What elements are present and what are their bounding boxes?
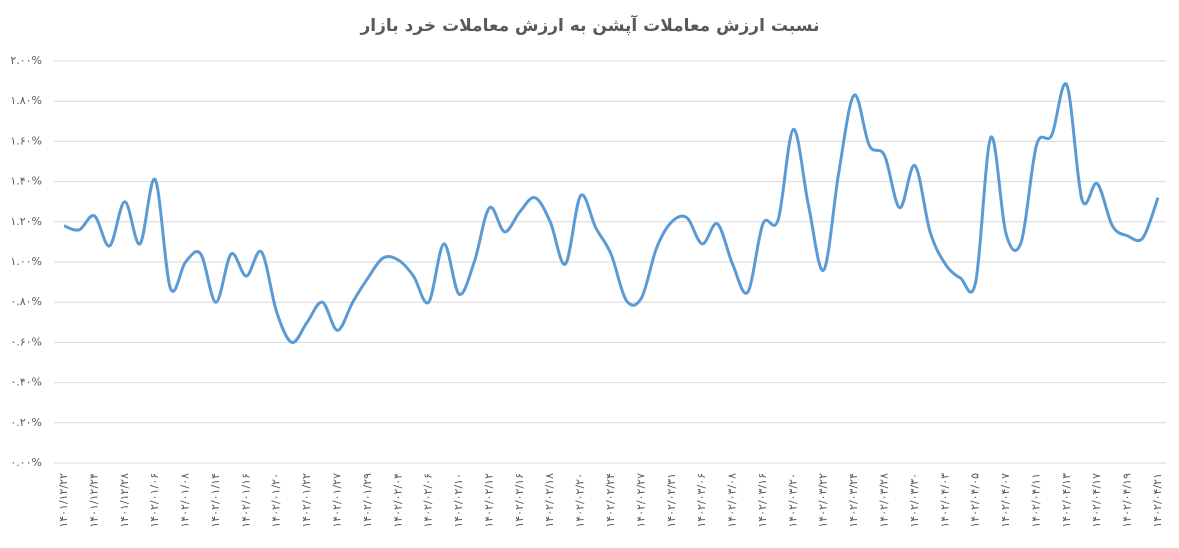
x-tick-label: ۱۴۰۲/۰۳/۰۶ [695,473,708,528]
x-tick-label: ۱۴۰۲/۰۲/۱۰ [452,473,465,528]
x-tick-label: ۱۴۰۲/۰۴/۲۱ [1151,473,1164,528]
x-tick-label: ۱۴۰۲/۰۲/۱۶ [513,473,526,528]
x-tick-label: ۱۴۰۲/۰۱/۲۲ [300,473,313,528]
data-line [63,82,1160,344]
x-tick-label: ۱۴۰۲/۰۱/۰۸ [179,473,192,528]
x-tick-label: ۱۴۰۲/۰۱/۲۹ [361,473,374,528]
x-tick-label: ۱۴۰۲/۰۳/۲۰ [786,473,799,528]
x-tick-label: ۱۴۰۱/۱۲/۲۸ [118,473,131,528]
y-tick-label: ۰.۲۰% [10,416,42,429]
x-tick-label: ۱۴۰۲/۰۱/۱۶ [239,473,252,528]
x-tick-label: ۱۴۰۲/۰۲/۱۸ [543,473,556,528]
x-tick-label: ۱۴۰۲/۰۴/۱۹ [1121,473,1134,528]
x-tick-label: ۱۴۰۲/۰۲/۲۰ [574,473,587,528]
y-tick-label: ۱.۶۰% [10,134,42,147]
x-tick-label: ۱۴۰۲/۰۲/۰۶ [422,473,435,528]
x-tick-label: ۱۴۰۲/۰۳/۳۰ [908,473,921,528]
y-tick-label: ۲.۰۰% [10,54,42,67]
x-tick-label: ۱۴۰۲/۰۱/۲۰ [270,473,283,528]
x-tick-label: ۱۴۰۲/۰۴/۱۳ [1060,473,1073,528]
x-tick-label: ۱۴۰۲/۰۱/۲۷ [331,473,344,528]
chart-title: نسبت ارزش معاملات آپشن به ارزش معاملات خ… [360,14,820,36]
y-tick-label: ۰.۴۰% [10,376,42,389]
x-tick-label: ۱۴۰۲/۰۴/۱۱ [1029,473,1042,528]
y-tick-label: ۱.۰۰% [10,255,42,268]
y-tick-label: ۱.۲۰% [10,215,42,228]
x-tick-label: ۱۴۰۲/۰۴/۰۷ [999,473,1012,528]
y-tick-label: ۰.۰۰% [10,456,42,469]
x-tick-label: ۱۴۰۲/۰۳/۰۸ [726,473,739,528]
x-tick-label: ۱۴۰۲/۰۱/۰۶ [148,473,161,528]
x-tick-label: ۱۴۰۲/۰۲/۱۲ [482,473,495,528]
x-tick-label: ۱۴۰۲/۰۴/۰۵ [969,473,982,528]
x-tick-label: ۱۴۰۱/۱۲/۲۴ [87,473,100,528]
x-tick-label: ۱۴۰۲/۰۲/۰۴ [391,473,404,528]
x-tick-label: ۱۴۰۲/۰۲/۲۷ [634,473,647,528]
x-tick-label: ۱۴۰۲/۰۴/۰۳ [938,473,951,528]
y-tick-label: ۱.۴۰% [10,175,42,188]
x-tick-label: ۱۴۰۲/۰۳/۲۸ [878,473,891,528]
x-tick-label: ۱۴۰۲/۰۳/۲۴ [847,473,860,528]
x-tick-label: ۱۴۰۲/۰۳/۲۲ [817,473,830,528]
x-tick-label: ۱۴۰۲/۰۱/۱۴ [209,473,222,528]
x-tick-label: ۱۴۰۱/۱۲/۲۲ [57,473,70,528]
y-tick-label: ۰.۶۰% [10,335,42,348]
x-tick-label: ۱۴۰۲/۰۲/۲۴ [604,473,617,528]
x-tick-label: ۱۴۰۲/۰۴/۱۷ [1090,473,1103,528]
y-tick-label: ۱.۸۰% [10,94,42,107]
y-tick-label: ۰.۸۰% [10,295,42,308]
x-tick-label: ۱۴۰۲/۰۳/۱۶ [756,473,769,528]
x-tick-label: ۱۴۰۲/۰۲/۳۱ [665,473,678,528]
